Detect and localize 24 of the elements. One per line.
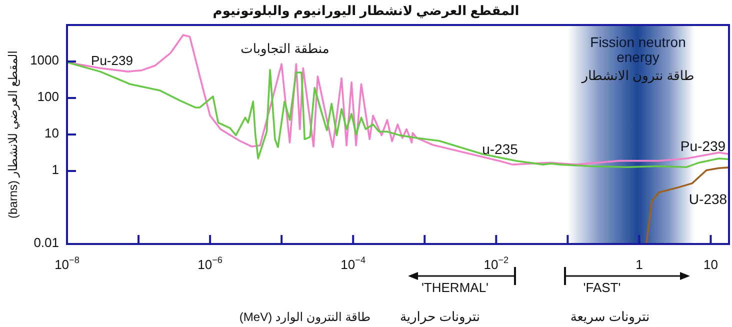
series-label: Pu-239: [680, 138, 726, 154]
x-tick-label: 10$^{−4}$: [340, 255, 366, 272]
x-axis-title: طاقة النترون الوارد (MeV): [239, 310, 371, 324]
y-tick-label: 1000: [30, 52, 59, 68]
annotation: Pu-239: [91, 53, 133, 68]
y-axis-title: المقطع العرضي للانشطار (barns): [6, 50, 20, 219]
x-tick-label: 1: [636, 257, 643, 272]
x-tick-label: 10: [704, 257, 718, 272]
y-tick-label: 0.01: [34, 235, 59, 250]
x-tick-label: 10$^{−2}$: [484, 255, 509, 272]
x-tick-label: 10$^{−6}$: [198, 255, 222, 272]
text: 'FAST': [583, 280, 621, 296]
annotation: منطقة التجاوبات: [240, 41, 330, 58]
x-tick-label: 10$^{−8}$: [54, 255, 80, 272]
annotation: طاقة نترون الانشطار: [580, 68, 694, 84]
series-label: U-238: [688, 190, 728, 207]
chart-title: المقطع العرضي لانشطار اليورانيوم والبلوتونيوم: [212, 3, 520, 20]
text: نترونات سريعة: [570, 309, 650, 326]
text: نترونات حرارية: [400, 309, 480, 326]
y-tick-label: 1: [52, 162, 59, 178]
series-label: u-235: [482, 140, 518, 157]
y-tick-label: 10: [44, 126, 59, 141]
y-tick-label: 100: [37, 89, 59, 104]
text: 'THERMAL': [421, 280, 489, 296]
